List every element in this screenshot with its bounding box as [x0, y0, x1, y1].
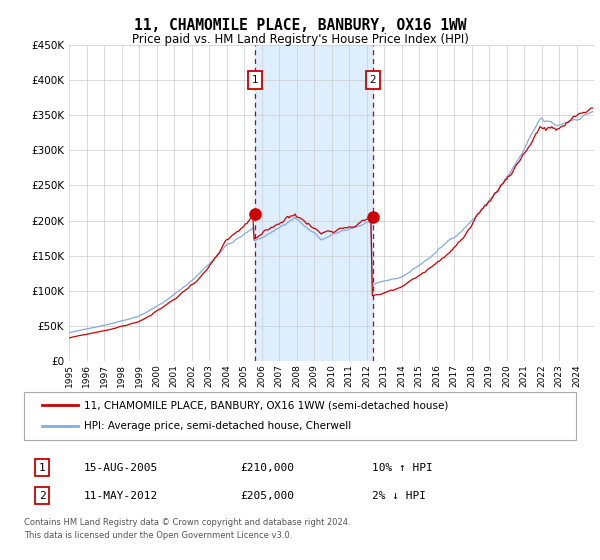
Text: 10% ↑ HPI: 10% ↑ HPI — [372, 463, 433, 473]
Text: 2% ↓ HPI: 2% ↓ HPI — [372, 491, 426, 501]
Text: £210,000: £210,000 — [240, 463, 294, 473]
Text: 1: 1 — [251, 75, 258, 85]
Text: 11-MAY-2012: 11-MAY-2012 — [84, 491, 158, 501]
Text: 1: 1 — [38, 463, 46, 473]
Text: Price paid vs. HM Land Registry's House Price Index (HPI): Price paid vs. HM Land Registry's House … — [131, 32, 469, 46]
Text: 15-AUG-2005: 15-AUG-2005 — [84, 463, 158, 473]
Text: £205,000: £205,000 — [240, 491, 294, 501]
Text: 2: 2 — [38, 491, 46, 501]
Text: 11, CHAMOMILE PLACE, BANBURY, OX16 1WW: 11, CHAMOMILE PLACE, BANBURY, OX16 1WW — [134, 18, 466, 32]
Text: 2: 2 — [370, 75, 376, 85]
Text: 11, CHAMOMILE PLACE, BANBURY, OX16 1WW (semi-detached house): 11, CHAMOMILE PLACE, BANBURY, OX16 1WW (… — [84, 400, 448, 410]
Text: Contains HM Land Registry data © Crown copyright and database right 2024.
This d: Contains HM Land Registry data © Crown c… — [24, 519, 350, 540]
Text: HPI: Average price, semi-detached house, Cherwell: HPI: Average price, semi-detached house,… — [84, 421, 351, 431]
Bar — [255, 45, 373, 361]
